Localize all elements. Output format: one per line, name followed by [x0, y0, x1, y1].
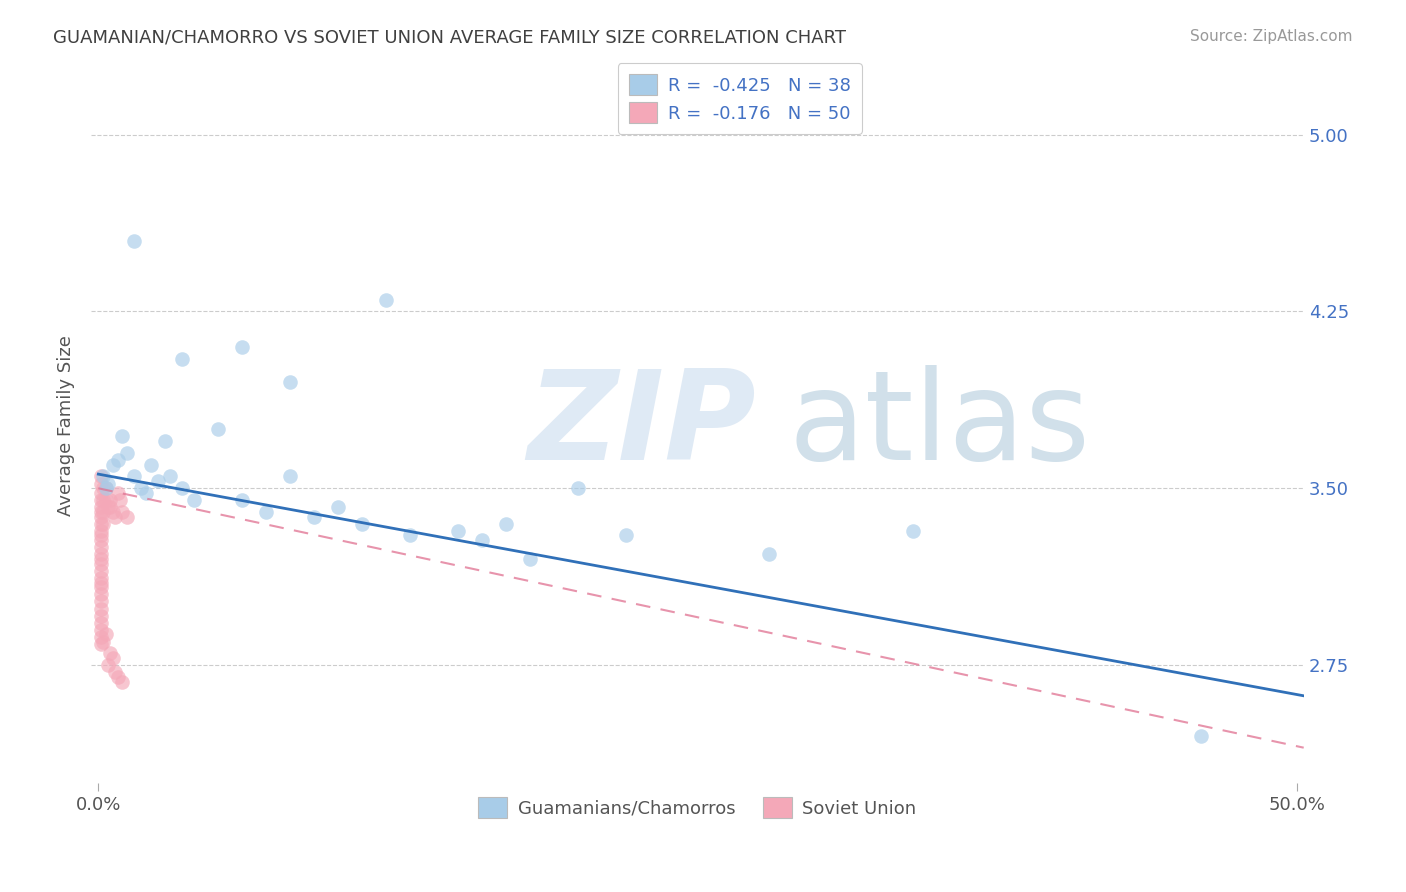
Point: [90, 547, 112, 561]
Point: [104, 509, 127, 524]
Point: [97, 500, 120, 515]
Point: [98, 500, 121, 515]
Point: [90, 533, 112, 548]
Point: [97, 658, 120, 673]
Point: [98, 493, 121, 508]
Point: [90, 500, 112, 515]
Point: [183, 493, 205, 508]
Point: [124, 234, 146, 248]
Point: [91, 469, 114, 483]
Point: [90, 540, 112, 554]
Text: ZIP: ZIP: [527, 366, 756, 486]
Point: [91, 481, 114, 495]
Point: [101, 458, 124, 472]
Point: [97, 476, 120, 491]
Legend: Guamanians/Chamorros, Soviet Union: Guamanians/Chamorros, Soviet Union: [471, 790, 924, 825]
Point: [90, 601, 112, 615]
Point: [111, 429, 134, 443]
Point: [90, 509, 112, 524]
Point: [155, 434, 177, 449]
Point: [98, 646, 121, 660]
Point: [350, 516, 373, 531]
Point: [567, 481, 589, 495]
Point: [901, 524, 924, 538]
Point: [115, 509, 138, 524]
Point: [115, 446, 138, 460]
Point: [758, 547, 780, 561]
Text: Source: ZipAtlas.com: Source: ZipAtlas.com: [1189, 29, 1353, 44]
Point: [94, 481, 117, 495]
Point: [614, 528, 637, 542]
Point: [447, 524, 470, 538]
Point: [90, 524, 112, 538]
Point: [495, 516, 517, 531]
Point: [90, 476, 112, 491]
Y-axis label: Average Family Size: Average Family Size: [58, 335, 75, 516]
Point: [90, 486, 112, 500]
Text: GUAMANIAN/CHAMORRO VS SOVIET UNION AVERAGE FAMILY SIZE CORRELATION CHART: GUAMANIAN/CHAMORRO VS SOVIET UNION AVERA…: [53, 29, 846, 46]
Point: [148, 474, 170, 488]
Point: [90, 528, 112, 542]
Point: [326, 500, 349, 515]
Point: [90, 564, 112, 578]
Point: [159, 469, 181, 483]
Point: [374, 293, 396, 307]
Point: [91, 634, 114, 648]
Point: [107, 453, 129, 467]
Point: [91, 516, 114, 531]
Point: [302, 509, 325, 524]
Point: [90, 580, 112, 594]
Point: [231, 493, 253, 508]
Point: [108, 493, 131, 508]
Point: [90, 623, 112, 637]
Point: [94, 627, 117, 641]
Point: [91, 493, 114, 508]
Point: [519, 552, 541, 566]
Point: [90, 557, 112, 571]
Point: [104, 665, 127, 680]
Point: [231, 340, 253, 354]
Point: [101, 505, 124, 519]
Point: [172, 481, 194, 495]
Point: [254, 505, 277, 519]
Text: atlas: atlas: [789, 366, 1091, 486]
Point: [90, 505, 112, 519]
Point: [90, 615, 112, 630]
Point: [90, 594, 112, 608]
Point: [90, 516, 112, 531]
Point: [94, 481, 117, 495]
Point: [278, 469, 301, 483]
Point: [90, 571, 112, 585]
Point: [111, 505, 134, 519]
Point: [124, 469, 146, 483]
Point: [207, 422, 229, 436]
Point: [139, 458, 162, 472]
Point: [91, 505, 114, 519]
Point: [278, 375, 301, 389]
Point: [90, 587, 112, 601]
Point: [90, 608, 112, 623]
Point: [101, 651, 124, 665]
Point: [135, 486, 157, 500]
Point: [90, 552, 112, 566]
Point: [399, 528, 422, 542]
Point: [1189, 729, 1212, 743]
Point: [90, 630, 112, 644]
Point: [90, 575, 112, 590]
Point: [111, 674, 134, 689]
Point: [131, 481, 153, 495]
Point: [90, 469, 112, 483]
Point: [107, 670, 129, 684]
Point: [471, 533, 494, 548]
Point: [94, 493, 117, 508]
Point: [90, 493, 112, 508]
Point: [107, 486, 129, 500]
Point: [172, 351, 194, 366]
Point: [90, 637, 112, 651]
